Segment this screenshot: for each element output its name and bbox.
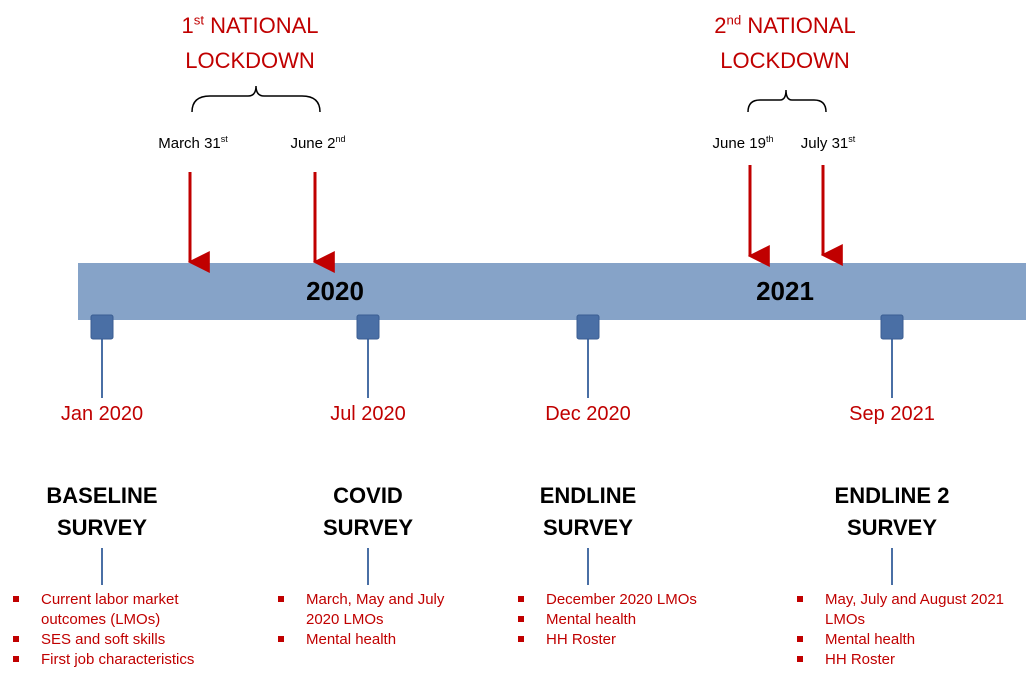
ordinal: 2 bbox=[714, 13, 727, 38]
survey-item: HH Roster bbox=[518, 630, 758, 650]
lockdown-arrows bbox=[187, 165, 843, 273]
survey-title: BASELINE SURVEY bbox=[46, 480, 157, 544]
date-suffix: nd bbox=[335, 134, 346, 144]
survey-title: ENDLINE 2 SURVEY bbox=[835, 480, 950, 544]
date-suffix: st bbox=[220, 134, 228, 144]
title-line: COVID bbox=[333, 483, 403, 508]
survey-title: COVID SURVEY bbox=[323, 480, 413, 544]
survey-items: March, May and July 2020 LMOs Mental heal… bbox=[278, 590, 468, 650]
title-word: NATIONAL bbox=[747, 13, 856, 38]
title-line: ENDLINE 2 bbox=[834, 483, 950, 508]
title-line: SURVEY bbox=[846, 515, 938, 540]
title-line: ENDLINE bbox=[539, 483, 637, 508]
lockdown-date: June 19th bbox=[712, 134, 774, 153]
survey-date: Jul 2020 bbox=[330, 403, 406, 425]
lockdown-date: March 31st bbox=[158, 134, 228, 153]
survey-item: Mental health bbox=[797, 630, 1026, 650]
lockdown-title: 2nd NATIONAL LOCKDOWN bbox=[714, 8, 855, 78]
survey-items: Current labor market outcomes (LMOs) SES … bbox=[13, 590, 218, 670]
survey-items: December 2020 LMOs Mental health HH Roster bbox=[518, 590, 758, 650]
brace bbox=[747, 89, 827, 113]
title-line: 1st NATIONAL bbox=[181, 8, 318, 43]
title-line: 2nd NATIONAL bbox=[714, 8, 855, 43]
survey-item: First job characteristics bbox=[13, 650, 218, 670]
survey-date: Sep 2021 bbox=[849, 403, 935, 425]
lockdown-title: 1st NATIONAL LOCKDOWN bbox=[181, 8, 318, 78]
survey-date: Dec 2020 bbox=[545, 403, 631, 425]
date-suffix: st bbox=[848, 134, 856, 144]
timeline-bar bbox=[78, 263, 1026, 320]
title-line: SURVEY bbox=[542, 515, 634, 540]
title-line: SURVEY bbox=[322, 515, 414, 540]
survey-markers bbox=[90, 314, 904, 585]
survey-item: December 2020 LMOs bbox=[518, 590, 758, 610]
lockdown-date: July 31st bbox=[800, 134, 856, 153]
survey-date: Jan 2020 bbox=[60, 403, 144, 425]
title-line: BASELINE bbox=[46, 483, 158, 508]
survey-item: Mental health bbox=[278, 630, 468, 650]
date-text: June 19 bbox=[712, 135, 766, 152]
survey-title: ENDLINE SURVEY bbox=[540, 480, 637, 544]
date-text: July 31 bbox=[800, 135, 849, 152]
survey-marker bbox=[90, 314, 114, 340]
brace bbox=[191, 85, 321, 113]
ordinal-suffix: nd bbox=[726, 12, 742, 28]
survey-item: May, July and August 2021 LMOs bbox=[797, 590, 1026, 630]
lockdown-date: June 2nd bbox=[290, 134, 346, 153]
date-text: June 2 bbox=[290, 135, 336, 152]
title-line: SURVEY bbox=[56, 515, 148, 540]
ordinal-suffix: st bbox=[193, 12, 204, 28]
survey-item: SES and soft skills bbox=[13, 630, 218, 650]
survey-item: HH Roster bbox=[797, 650, 1026, 670]
survey-item: Current labor market outcomes (LMOs) bbox=[13, 590, 218, 630]
date-text: March 31 bbox=[158, 135, 221, 152]
survey-marker bbox=[356, 314, 380, 340]
year-label: 2021 bbox=[756, 276, 814, 306]
title-word: NATIONAL bbox=[210, 13, 319, 38]
survey-marker bbox=[880, 314, 904, 340]
date-suffix: th bbox=[765, 134, 774, 144]
survey-item: March, May and July 2020 LMOs bbox=[278, 590, 468, 630]
survey-items: May, July and August 2021 LMOs Mental hea… bbox=[797, 590, 1026, 670]
title-line: LOCKDOWN bbox=[185, 48, 315, 73]
survey-item: Mental health bbox=[518, 610, 758, 630]
year-label: 2020 bbox=[306, 276, 364, 306]
title-line: LOCKDOWN bbox=[720, 48, 850, 73]
ordinal: 1 bbox=[181, 13, 194, 38]
survey-marker bbox=[576, 314, 600, 340]
